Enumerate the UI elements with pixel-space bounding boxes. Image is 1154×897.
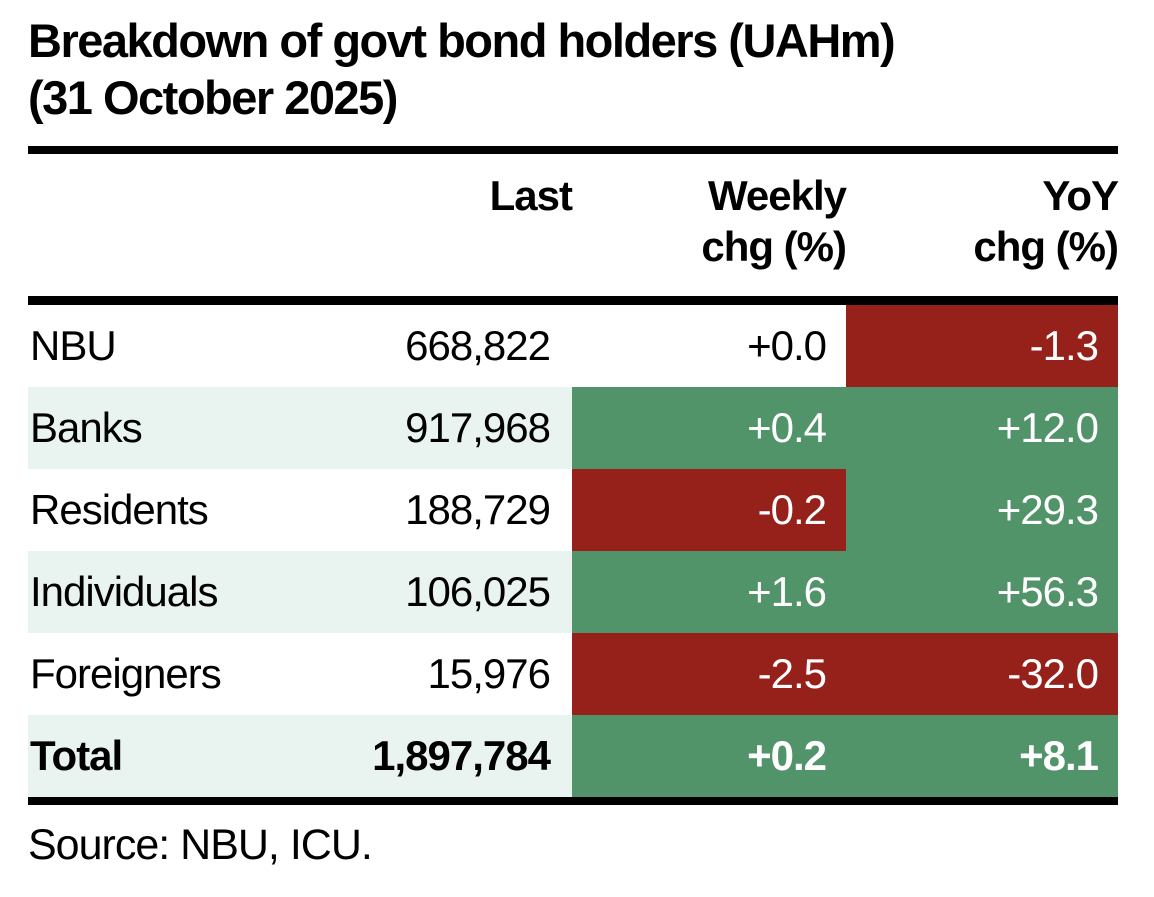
header-weekly-chg-cell: Weekly chg (%) (572, 170, 847, 272)
header-last-cell: Last (280, 170, 573, 272)
row-weekly-chg-cell: +0.4 (572, 387, 846, 469)
figure-title: Breakdown of govt bond holders (UAHm) (3… (28, 0, 1118, 126)
table-row: Individuals 106,025 +1.6 +56.3 (28, 551, 1118, 633)
header-weekly-line1: Weekly (708, 172, 847, 219)
table-header-row: Last Weekly chg (%) YoY chg (%) (28, 154, 1119, 296)
row-weekly-chg-cell: +0.0 (572, 305, 846, 387)
row-yoy-chg-cell: +12.0 (846, 387, 1118, 469)
table-row: NBU 668,822 +0.0 -1.3 (28, 305, 1118, 387)
row-label-cell: Residents (28, 469, 280, 551)
table-row: Total 1,897,784 +0.2 +8.1 (28, 715, 1118, 797)
source-note: Source: NBU, ICU. (28, 821, 373, 869)
divider-header-rule (28, 296, 1118, 305)
row-weekly-chg-cell: -2.5 (572, 633, 846, 715)
row-last-value-cell: 106,025 (280, 551, 572, 633)
figure-title-line2: (31 October 2025) (28, 71, 398, 124)
row-weekly-chg-cell: +0.2 (572, 715, 846, 797)
row-yoy-chg-cell: +56.3 (846, 551, 1118, 633)
row-yoy-chg-cell: +29.3 (846, 469, 1118, 551)
table-row: Foreigners 15,976 -2.5 -32.0 (28, 633, 1118, 715)
row-label-cell: Foreigners (28, 633, 280, 715)
row-weekly-chg-cell: -0.2 (572, 469, 846, 551)
row-last-value-cell: 188,729 (280, 469, 572, 551)
row-yoy-chg-cell: +8.1 (846, 715, 1118, 797)
table-row: Residents 188,729 -0.2 +29.3 (28, 469, 1118, 551)
header-label-cell (28, 170, 280, 272)
table-row: Banks 917,968 +0.4 +12.0 (28, 387, 1118, 469)
row-label-cell: Total (28, 715, 280, 797)
row-weekly-chg-cell: +1.6 (572, 551, 846, 633)
header-last-line1: Last (489, 172, 573, 219)
row-label-cell: Banks (28, 387, 280, 469)
row-last-value-cell: 15,976 (280, 633, 572, 715)
figure-title-line1: Breakdown of govt bond holders (UAHm) (28, 14, 896, 67)
row-last-value-cell: 917,968 (280, 387, 572, 469)
header-yoy-line2: chg (%) (973, 223, 1119, 270)
row-last-value-cell: 1,897,784 (280, 715, 572, 797)
header-yoy-chg-cell: YoY chg (%) (846, 170, 1119, 272)
header-weekly-line2: chg (%) (701, 223, 847, 270)
row-yoy-chg-cell: -1.3 (846, 305, 1118, 387)
table-body: NBU 668,822 +0.0 -1.3 Banks 917,968 +0.4… (28, 305, 1118, 797)
row-label-cell: Individuals (28, 551, 280, 633)
divider-top-rule (28, 146, 1118, 154)
row-last-value-cell: 668,822 (280, 305, 572, 387)
row-yoy-chg-cell: -32.0 (846, 633, 1118, 715)
row-label-cell: NBU (28, 305, 280, 387)
divider-bottom-rule (28, 797, 1118, 805)
header-yoy-line1: YoY (1042, 172, 1119, 219)
